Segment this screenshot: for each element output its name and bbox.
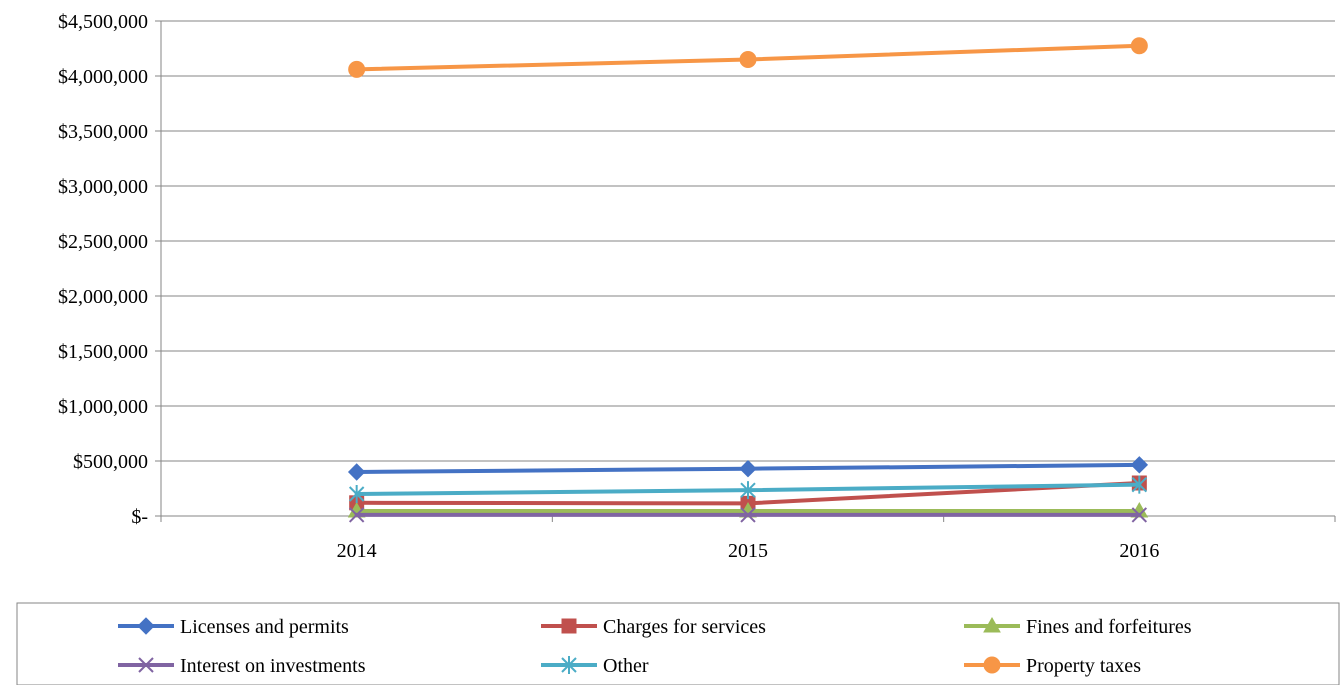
y-tick-label: $4,000,000 <box>58 66 148 88</box>
legend-label: Charges for services <box>603 616 766 638</box>
legend-label: Interest on investments <box>180 655 366 677</box>
y-tick-label: $3,000,000 <box>58 176 148 198</box>
legend-label: Licenses and permits <box>180 616 349 638</box>
x-tick-label: 2014 <box>337 540 377 562</box>
legend-label: Other <box>603 655 649 677</box>
legend-marker <box>561 656 577 674</box>
y-tick-label: $- <box>131 506 148 528</box>
tick-labels: $- $500,000 $1,000,000 $1,500,000 $2,000,000… <box>58 11 1159 562</box>
legend-item-fines-and-forfeitures: Fines and forfeitures <box>964 616 1192 638</box>
data-point <box>739 459 757 478</box>
data-point <box>348 485 365 503</box>
legend-marker <box>983 616 1001 633</box>
series-property-taxes <box>348 37 1148 78</box>
legend-item-licenses-and-permits: Licenses and permits <box>118 616 349 638</box>
marker-stroke <box>740 507 756 523</box>
data-point <box>740 507 756 523</box>
data-point <box>1130 456 1149 474</box>
marker-stroke <box>348 507 365 523</box>
legend-marker <box>561 618 577 634</box>
data-point <box>1130 37 1148 55</box>
series-interest-on-investments <box>348 507 1148 523</box>
legend-item-other: Other <box>541 655 649 677</box>
gridlines <box>161 20 1335 462</box>
x-tick-label: 2015 <box>728 540 768 562</box>
data-point <box>347 463 366 481</box>
legend-label: Fines and forfeitures <box>1026 616 1192 638</box>
series-other <box>348 475 1148 503</box>
data-point <box>348 60 366 78</box>
data-point <box>740 481 756 500</box>
marker-stroke <box>138 657 154 673</box>
legend-box <box>16 602 1340 685</box>
series-lines <box>347 37 1149 523</box>
y-tick-label: $1,000,000 <box>58 396 148 418</box>
y-tick-label: $2,000,000 <box>58 286 148 308</box>
y-tick-label: $4,500,000 <box>58 11 148 33</box>
y-tick-label: $2,500,000 <box>58 231 148 253</box>
axes <box>155 20 1336 522</box>
data-point <box>348 507 365 523</box>
legend-marker <box>983 656 1001 674</box>
marker-stroke <box>1131 507 1148 523</box>
y-tick-label: $1,500,000 <box>58 341 148 363</box>
legend-marker <box>137 617 155 635</box>
legend-label: Property taxes <box>1026 655 1141 677</box>
legend: Licenses and permits Charges for services… <box>16 602 1340 685</box>
legend-item-charges-for-services: Charges for services <box>541 616 766 638</box>
y-tick-label: $500,000 <box>73 451 148 473</box>
data-point <box>739 51 757 68</box>
x-tick-label: 2016 <box>1119 540 1159 562</box>
y-tick-label: $3,500,000 <box>58 121 148 143</box>
data-point <box>1131 475 1148 494</box>
data-point <box>1131 507 1148 523</box>
legend-marker <box>138 657 154 673</box>
legend-item-interest-on-investments: Interest on investments <box>118 655 366 677</box>
legend-item-property-taxes: Property taxes <box>964 655 1141 677</box>
series-licenses-and-permits <box>347 456 1149 481</box>
